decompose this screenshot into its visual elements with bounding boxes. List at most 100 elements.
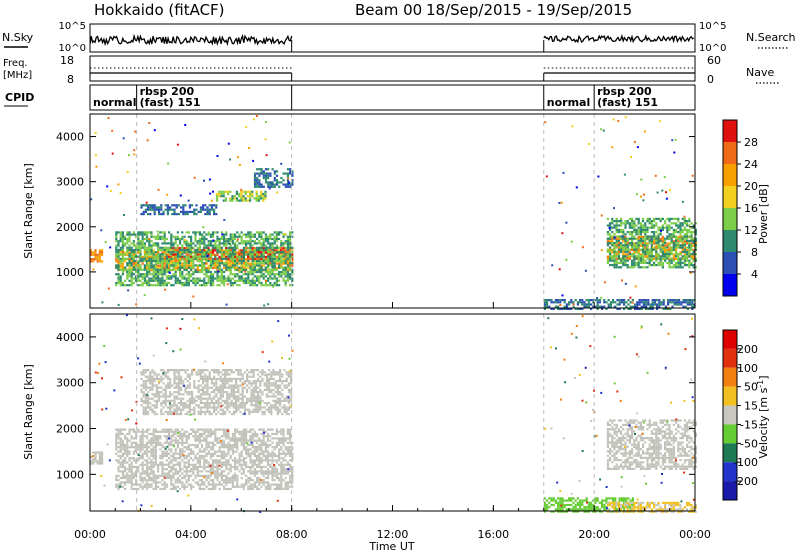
heatmap-cell xyxy=(260,273,263,276)
heatmap-cell xyxy=(264,244,267,247)
heatmap-cell xyxy=(168,430,171,433)
heatmap-cell xyxy=(187,253,190,256)
heatmap-cell xyxy=(236,479,239,482)
heatmap-cell xyxy=(150,454,153,458)
heatmap-cell xyxy=(152,268,155,271)
heatmap-cell xyxy=(234,459,237,462)
heatmap-cell xyxy=(655,235,658,238)
heatmap-cell xyxy=(198,242,201,245)
heatmap-cell xyxy=(574,307,577,310)
heatmap-cell xyxy=(137,459,140,462)
heatmap-cell xyxy=(135,277,138,280)
heatmap-cell xyxy=(150,257,153,260)
heatmap-cell xyxy=(688,242,691,245)
heatmap-cell xyxy=(256,251,259,254)
heatmap-cell xyxy=(137,270,140,274)
heatmap-cell xyxy=(613,248,616,251)
heatmap-cell xyxy=(626,256,629,259)
heatmap-cell xyxy=(121,264,124,267)
heatmap-cell xyxy=(240,437,243,440)
heatmap-cell xyxy=(220,262,223,265)
heatmap-cell xyxy=(260,270,263,274)
heatmap-cell xyxy=(253,259,256,263)
heatmap-cell xyxy=(683,240,686,243)
heatmap-cell xyxy=(161,465,164,469)
heatmap-cell xyxy=(572,301,575,304)
heatmap-cell xyxy=(150,459,153,462)
heatmap-cell xyxy=(634,307,637,310)
heatmap-cell xyxy=(249,190,252,193)
heatmap-cell xyxy=(143,253,146,256)
heatmap-cell xyxy=(245,481,248,484)
heatmap-cell xyxy=(223,474,226,477)
heatmap-cell xyxy=(245,235,248,238)
heatmap-cell xyxy=(633,253,636,256)
heatmap-cell xyxy=(640,305,643,308)
heatmap-cell xyxy=(640,195,642,198)
heatmap-cell xyxy=(650,226,653,229)
heatmap-cell xyxy=(214,262,217,265)
heatmap-cell xyxy=(225,461,228,464)
heatmap-cell xyxy=(201,251,204,254)
heatmap-cell xyxy=(665,191,667,194)
heatmap-cell xyxy=(249,264,252,267)
heatmap-cell xyxy=(616,303,619,306)
heatmap-cell xyxy=(174,472,177,475)
heatmap-cell xyxy=(247,439,250,442)
heatmap-cell xyxy=(223,463,226,466)
heatmap-cell xyxy=(170,242,173,245)
heatmap-cell xyxy=(183,461,186,464)
heatmap-cell xyxy=(596,297,599,299)
heatmap-cell xyxy=(130,270,133,274)
heatmap-cell xyxy=(262,176,265,180)
heatmap-cell xyxy=(229,465,232,469)
heatmap-cell xyxy=(146,481,149,484)
heatmap-cell xyxy=(163,240,166,243)
heatmap-cell xyxy=(117,428,120,431)
heatmap-cell xyxy=(581,307,584,310)
heatmap-cell xyxy=(288,141,291,144)
heatmap-cell xyxy=(172,432,175,436)
heatmap-cell xyxy=(620,299,623,302)
heatmap-cell xyxy=(264,233,267,236)
heatmap-cell xyxy=(282,270,285,274)
heatmap-cell xyxy=(190,253,193,256)
heatmap-cell xyxy=(179,248,182,252)
heatmap-cell xyxy=(251,437,254,440)
heatmap-cell xyxy=(690,222,693,225)
heatmap-cell xyxy=(115,459,118,462)
heatmap-cell xyxy=(190,452,193,455)
heatmap-cell xyxy=(626,237,629,240)
heatmap-cell xyxy=(543,305,546,308)
heatmap-cell xyxy=(205,266,208,270)
heatmap-cell xyxy=(679,222,682,225)
heatmap-cell xyxy=(633,140,636,143)
heatmap-cell xyxy=(240,270,243,274)
heatmap-cell xyxy=(98,253,101,256)
heatmap-cell xyxy=(152,273,155,276)
heatmap-cell xyxy=(203,468,206,471)
heatmap-cell xyxy=(238,463,241,466)
heatmap-cell xyxy=(181,275,184,278)
heatmap-cell xyxy=(242,468,245,471)
heatmap-cell xyxy=(596,301,599,304)
heatmap-cell xyxy=(161,270,164,274)
heatmap-cell xyxy=(227,246,230,249)
heatmap-cell xyxy=(675,228,678,231)
heatmap-cell xyxy=(179,266,182,269)
heatmap-cell xyxy=(603,281,606,284)
heatmap-cell xyxy=(190,483,193,486)
heatmap-cell xyxy=(216,251,219,254)
heatmap-cell xyxy=(671,139,674,142)
heatmap-cell xyxy=(198,264,201,267)
heatmap-cell xyxy=(275,273,278,276)
heatmap-cell xyxy=(181,253,184,256)
heatmap-cell xyxy=(266,253,269,256)
heatmap-cell xyxy=(664,253,667,256)
heatmap-cell xyxy=(174,463,177,466)
heatmap-cell xyxy=(130,472,133,475)
heatmap-cell xyxy=(198,432,201,436)
heatmap-cell xyxy=(150,235,153,238)
heatmap-cell xyxy=(150,262,153,265)
